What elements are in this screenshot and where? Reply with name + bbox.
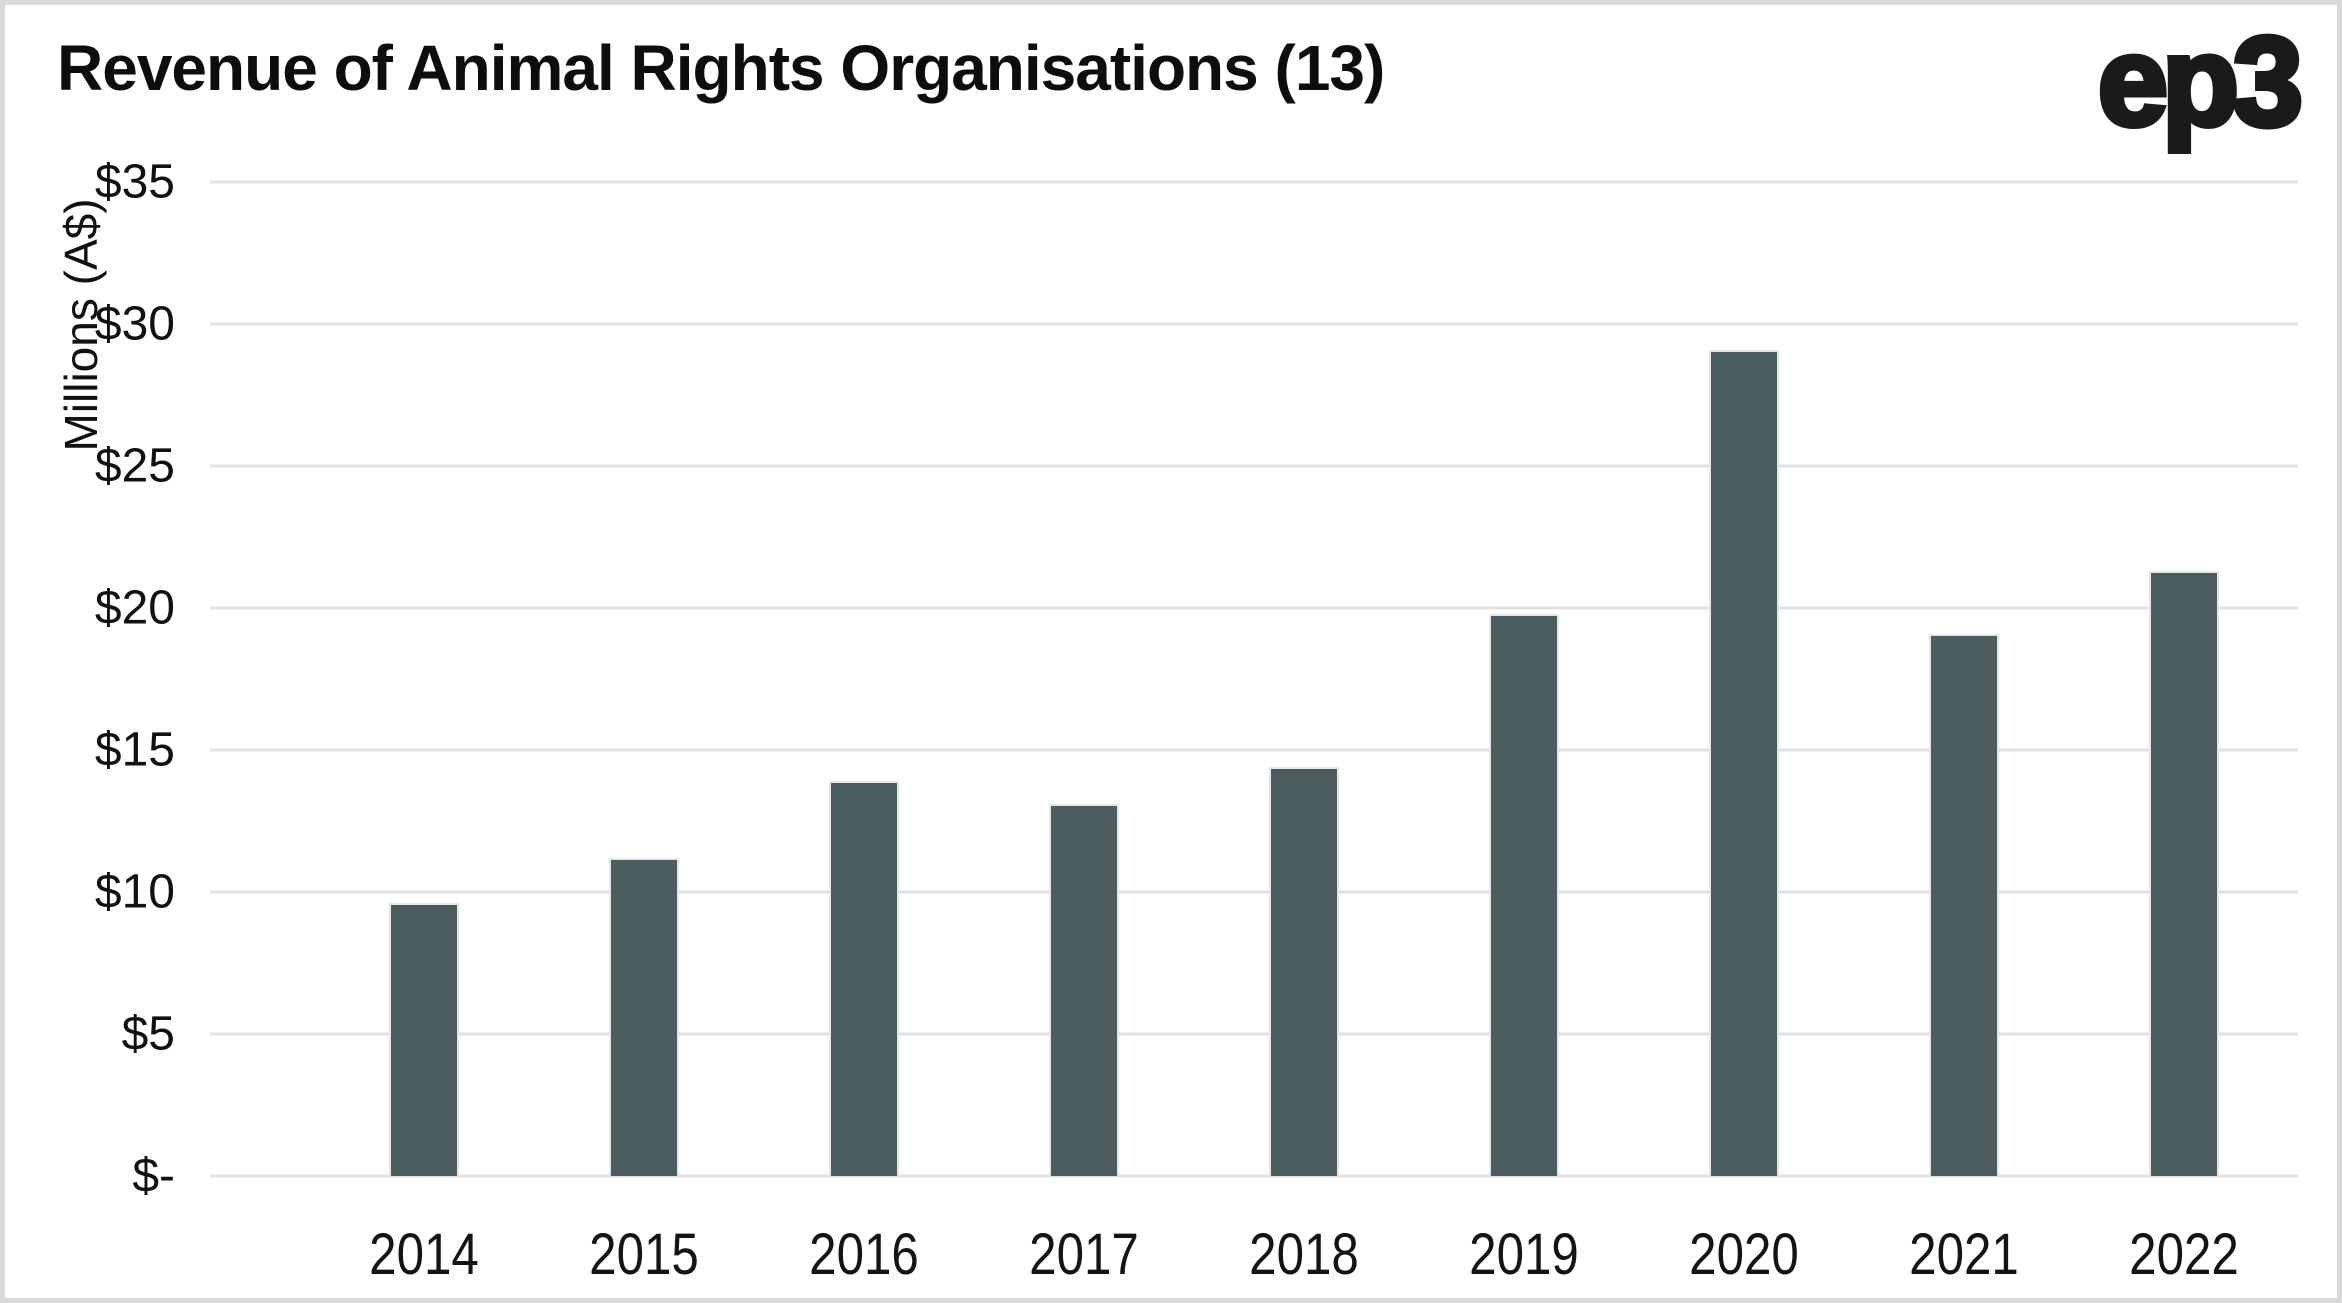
- bar-2016: [829, 781, 899, 1176]
- y-tick-label: $20: [94, 581, 175, 635]
- x-axis-ticks: 2014 2015 2016 2017 2018 2019 2020 2021 2022: [210, 1221, 2298, 1298]
- x-tick-label: 2020: [1689, 1222, 1799, 1287]
- bar-2020: [1709, 349, 1779, 1176]
- y-tick-label: $25: [94, 439, 175, 493]
- y-tick-label: $5: [121, 1007, 175, 1061]
- bar-2021: [1929, 633, 1999, 1176]
- y-tick-label: $10: [94, 865, 175, 919]
- x-tick-label: 2021: [1909, 1222, 2019, 1287]
- bar-2017: [1049, 803, 1119, 1176]
- gridline: [210, 180, 2298, 184]
- x-tick-label: 2014: [369, 1222, 479, 1287]
- x-tick-label: 2019: [1469, 1222, 1579, 1287]
- x-tick-label: 2015: [589, 1222, 699, 1287]
- y-axis-ticks: $35 $30 $25 $20 $15 $10 $5 $-: [5, 156, 175, 1203]
- ep3-logo: ep3: [2095, 9, 2306, 153]
- gridline: [210, 322, 2298, 326]
- gridline: [210, 890, 2298, 894]
- x-tick-label: 2018: [1249, 1222, 1359, 1287]
- gridline: [210, 1174, 2298, 1178]
- x-tick-label: 2017: [1029, 1222, 1139, 1287]
- y-tick-label: $30: [94, 297, 175, 351]
- x-tick-label: 2016: [809, 1222, 919, 1287]
- x-tick-label: 2022: [2129, 1222, 2239, 1287]
- bar-2019: [1489, 613, 1559, 1176]
- gridline: [210, 464, 2298, 468]
- bar-2014: [389, 903, 459, 1176]
- gridline: [210, 606, 2298, 610]
- y-tick-label: $35: [94, 155, 175, 209]
- bar-2015: [609, 857, 679, 1176]
- plot-area: [210, 180, 2298, 1178]
- chart-title: Revenue of Animal Rights Organisations (…: [57, 32, 1385, 104]
- y-tick-label: $-: [132, 1149, 175, 1203]
- gridline: [210, 748, 2298, 752]
- y-tick-label: $15: [94, 723, 175, 777]
- gridline: [210, 1032, 2298, 1036]
- bar-2018: [1269, 767, 1339, 1176]
- bar-2022: [2149, 571, 2219, 1176]
